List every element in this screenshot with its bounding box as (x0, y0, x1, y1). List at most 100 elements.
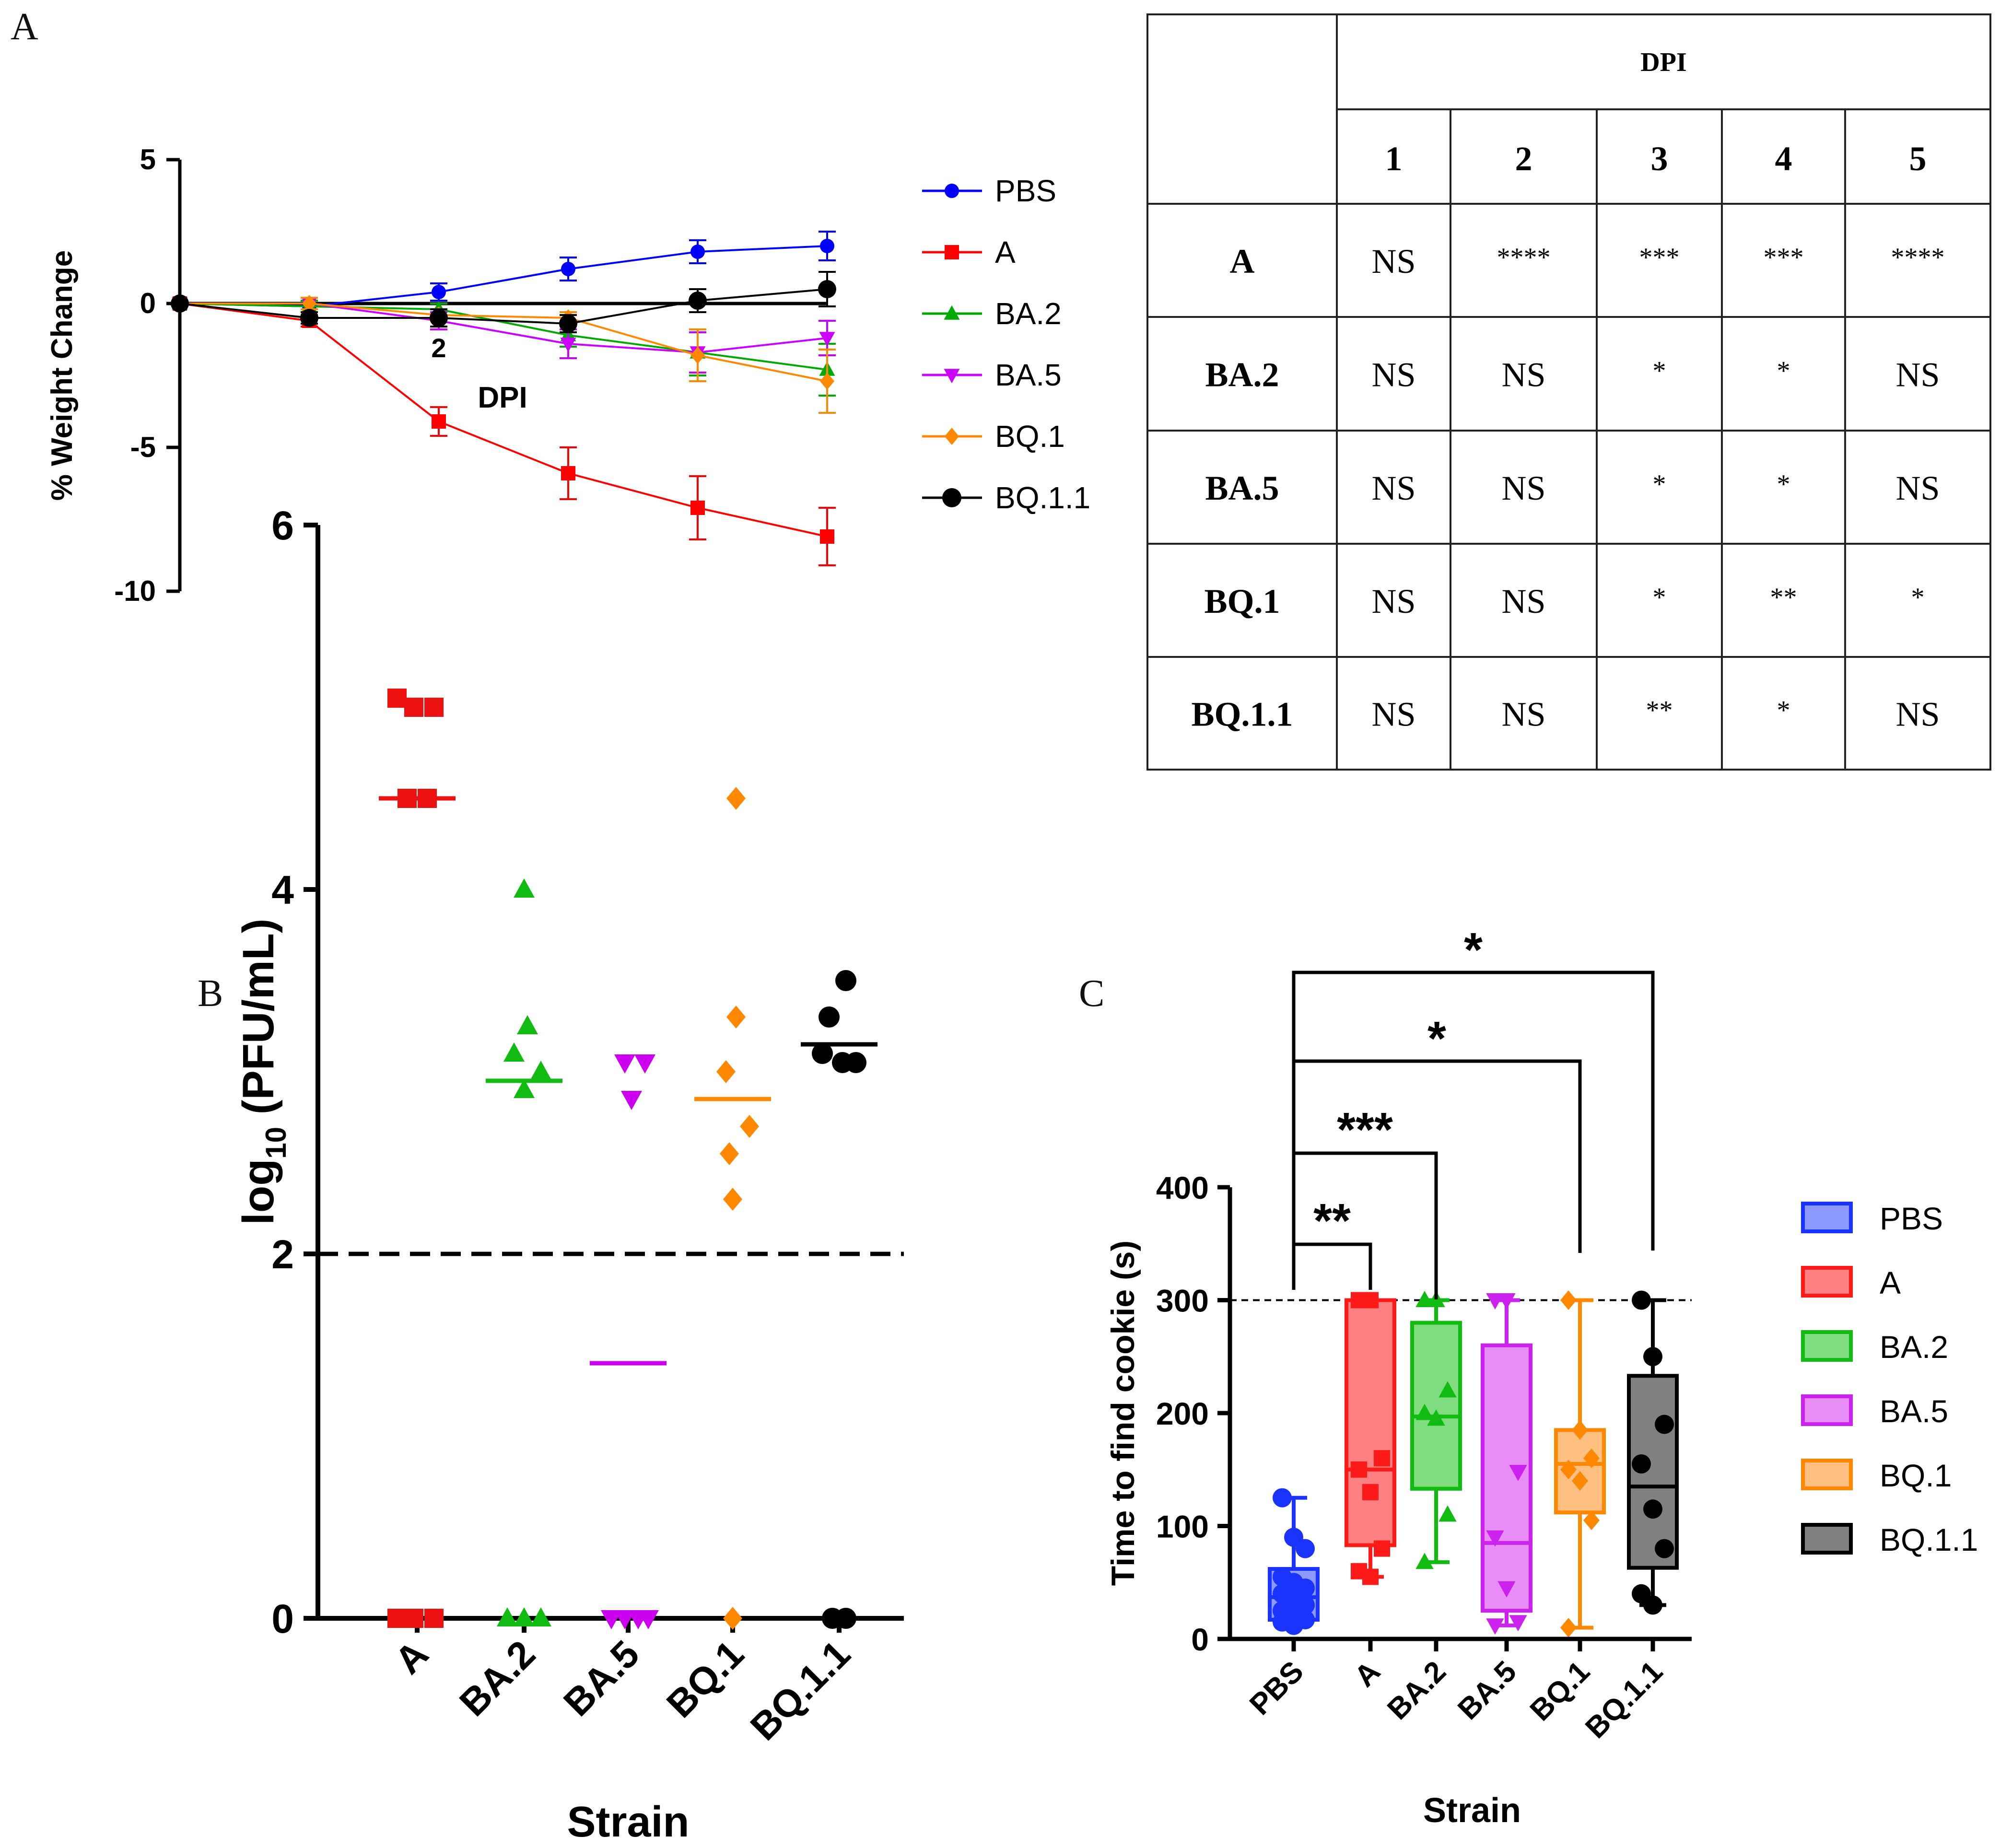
data-point (1296, 1539, 1315, 1558)
data-point (1486, 1293, 1504, 1310)
series-line (179, 288, 828, 325)
y-tick-label: -10 (114, 575, 156, 607)
data-point (1415, 1553, 1434, 1569)
data-point (300, 309, 318, 327)
data-point (812, 1043, 833, 1064)
table-cell: NS (1501, 469, 1545, 507)
data-point (723, 1188, 742, 1211)
data-point (418, 789, 437, 808)
y-tick-label: 100 (1156, 1509, 1209, 1544)
data-point (740, 1115, 759, 1138)
series-line (180, 303, 828, 354)
data-point (1497, 1581, 1516, 1598)
data-point (1439, 1381, 1457, 1398)
data-point (1509, 1465, 1527, 1482)
data-point (404, 1609, 423, 1628)
series-bq-1-1 (801, 970, 877, 1629)
data-point (638, 1610, 659, 1629)
x-tick-label: BA.5 (555, 1632, 647, 1724)
series-bq-1 (1554, 1290, 1606, 1637)
data-point (559, 315, 577, 333)
data-point (1509, 1615, 1527, 1632)
panel-label-a: A (11, 6, 38, 48)
legend-swatch (1801, 1202, 1853, 1233)
data-point (1439, 1505, 1457, 1522)
data-point (424, 1609, 444, 1628)
x-tick-label: A (386, 1632, 436, 1682)
table-cell: * (1653, 469, 1666, 499)
y-tick-label: 6 (271, 503, 294, 548)
data-point (1486, 1530, 1504, 1547)
bracket-line (1292, 1151, 1438, 1299)
series-ba-5 (590, 1054, 667, 1629)
data-point (720, 1142, 739, 1165)
table-cell: NS (1371, 469, 1415, 507)
table-cell: NS (1371, 356, 1415, 394)
data-point (1362, 1484, 1379, 1500)
x-tick-label: 2 (431, 333, 446, 363)
table-column-header: 1 (1385, 140, 1403, 178)
legend-marker (945, 245, 959, 259)
data-point (497, 1607, 518, 1626)
box (1345, 1298, 1396, 1547)
legend-label: BQ.1.1 (1880, 1522, 1978, 1557)
series-bq-1-1 (171, 271, 836, 333)
data-point (1497, 1293, 1516, 1310)
x-tick-label: BQ.1.1 (1579, 1655, 1669, 1745)
table-cell: **** (1497, 243, 1551, 272)
legend-label: BQ.1.1 (995, 480, 1090, 515)
table-column-header: 4 (1775, 140, 1792, 178)
legend-item-ba-5: BA.5 (922, 358, 1062, 392)
legend-swatch (1801, 1266, 1853, 1298)
legend-item-pbs: PBS (1801, 1201, 1943, 1236)
significance-label: *** (1337, 1103, 1393, 1157)
significance-bracket: * (1292, 1012, 1582, 1253)
table-cell: * (1777, 356, 1790, 386)
data-point (1374, 1540, 1390, 1557)
legend-item-bq-1: BQ.1 (922, 419, 1065, 454)
legend-marker (944, 305, 960, 320)
data-point (690, 245, 705, 259)
series-bq-1 (694, 787, 771, 1630)
significance-bracket: ** (1292, 1194, 1372, 1290)
x-axis-title: DPI (478, 381, 527, 414)
data-point (690, 347, 705, 364)
table-row-header: BQ.1.1 (1191, 695, 1293, 734)
bracket-line (1292, 1059, 1582, 1253)
cookie-time-chart: 400 300 200 100 0 Time to find cookie (s) PBS A… (1105, 923, 1692, 1830)
legend-item-pbs: PBS (922, 174, 1056, 208)
series-a (379, 689, 456, 1628)
data-point (1560, 1290, 1577, 1310)
table-column-header: 5 (1909, 140, 1927, 178)
table-column-header: 3 (1651, 140, 1668, 178)
data-point (1415, 1290, 1434, 1307)
data-point (689, 292, 707, 310)
x-tick-label: PBS (1243, 1655, 1310, 1721)
data-point (726, 787, 746, 810)
y-axis-title: Time to find cookie (s) (1105, 1240, 1141, 1586)
data-point (1643, 1347, 1662, 1367)
data-point (1374, 1450, 1390, 1467)
data-point (302, 295, 316, 312)
table-cell: * (1777, 696, 1790, 725)
legend-item-ba-5: BA.5 (1801, 1393, 1948, 1429)
data-point (1655, 1415, 1674, 1434)
data-point (819, 332, 835, 347)
legend-swatch (1801, 1394, 1853, 1426)
table-row-header: BQ.1 (1204, 582, 1280, 620)
data-point (820, 373, 834, 390)
data-point (835, 970, 856, 991)
bracket-line (1292, 971, 1655, 1251)
data-point (387, 689, 407, 708)
y-tick-label: -5 (130, 431, 156, 463)
data-point (1273, 1488, 1292, 1508)
table-cell: NS (1895, 695, 1940, 734)
data-point (1583, 1510, 1600, 1531)
y-axis-title: % Weight Change (46, 250, 79, 501)
legend-item-ba-2: BA.2 (1801, 1329, 1948, 1365)
legend-label: BA.5 (995, 358, 1062, 392)
table-cell: NS (1371, 242, 1415, 281)
legend-label: PBS (995, 174, 1056, 208)
bracket-line (1292, 1242, 1372, 1290)
weight-change-legend: PBS A BA.2 BA.5 BQ.1 BQ.1.1 (922, 174, 1090, 515)
